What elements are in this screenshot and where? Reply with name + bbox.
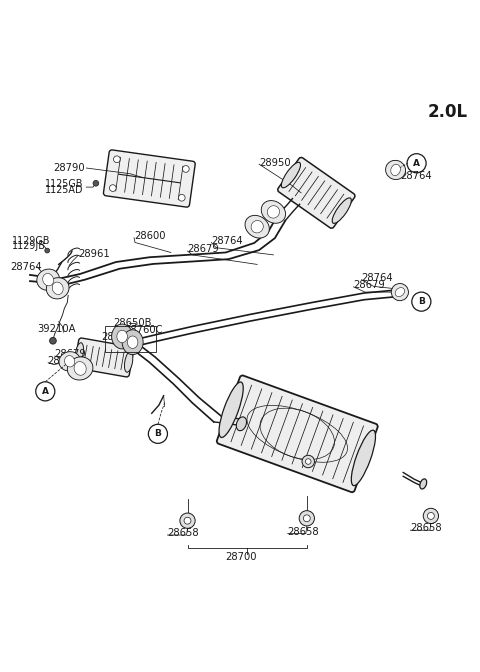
Ellipse shape: [236, 417, 247, 431]
Circle shape: [93, 180, 99, 186]
Text: 28760C: 28760C: [124, 325, 163, 335]
Ellipse shape: [267, 206, 279, 218]
Ellipse shape: [127, 336, 138, 348]
FancyBboxPatch shape: [104, 150, 195, 207]
Text: 1129JB: 1129JB: [12, 241, 46, 251]
Circle shape: [428, 513, 434, 519]
Ellipse shape: [37, 269, 60, 290]
Ellipse shape: [281, 162, 300, 187]
Text: 28700: 28700: [226, 552, 257, 562]
Text: 28961: 28961: [79, 249, 110, 259]
Ellipse shape: [74, 362, 86, 375]
Text: 1125AD: 1125AD: [45, 185, 84, 195]
Circle shape: [109, 185, 116, 192]
Ellipse shape: [59, 351, 80, 371]
Text: 28764: 28764: [211, 236, 243, 245]
FancyBboxPatch shape: [217, 376, 378, 493]
Text: 1125GB: 1125GB: [45, 179, 84, 190]
Ellipse shape: [395, 288, 405, 296]
Ellipse shape: [75, 343, 84, 364]
Text: 28658: 28658: [410, 523, 442, 533]
Circle shape: [45, 248, 49, 253]
Text: B: B: [155, 429, 161, 438]
Ellipse shape: [261, 200, 286, 223]
Circle shape: [180, 513, 195, 528]
Ellipse shape: [332, 198, 351, 223]
Text: 28764: 28764: [47, 355, 79, 366]
Text: 28764: 28764: [10, 262, 42, 271]
Ellipse shape: [112, 324, 132, 349]
Text: 1129GB: 1129GB: [12, 236, 50, 245]
Text: A: A: [42, 387, 49, 396]
Circle shape: [179, 194, 185, 201]
Circle shape: [423, 508, 439, 523]
FancyBboxPatch shape: [277, 157, 355, 228]
Ellipse shape: [43, 274, 54, 286]
Circle shape: [113, 156, 120, 163]
Ellipse shape: [117, 330, 127, 343]
Ellipse shape: [385, 161, 406, 179]
Circle shape: [184, 517, 191, 524]
Ellipse shape: [391, 284, 408, 300]
Ellipse shape: [245, 216, 269, 238]
Text: B: B: [418, 297, 425, 306]
Circle shape: [303, 515, 310, 521]
Circle shape: [305, 459, 311, 464]
Ellipse shape: [47, 278, 69, 299]
Text: 28764: 28764: [400, 171, 432, 181]
Text: 28600: 28600: [134, 230, 166, 241]
Text: 28760C: 28760C: [102, 332, 140, 342]
Text: 28950: 28950: [259, 158, 291, 168]
Ellipse shape: [52, 282, 63, 294]
Ellipse shape: [67, 357, 93, 380]
FancyBboxPatch shape: [74, 338, 134, 377]
Text: 28679: 28679: [54, 349, 85, 359]
Ellipse shape: [251, 220, 264, 233]
Ellipse shape: [391, 165, 400, 175]
Text: A: A: [413, 159, 420, 168]
Circle shape: [299, 511, 314, 526]
Ellipse shape: [219, 382, 243, 437]
Circle shape: [302, 456, 314, 468]
Text: 28650B: 28650B: [114, 318, 152, 328]
Text: 28658: 28658: [168, 528, 199, 538]
Bar: [106, 325, 156, 351]
Ellipse shape: [122, 330, 143, 355]
Circle shape: [182, 165, 189, 172]
Text: 2.0L: 2.0L: [428, 103, 468, 121]
Ellipse shape: [65, 355, 75, 367]
Ellipse shape: [420, 479, 427, 489]
Text: 28658: 28658: [288, 527, 319, 537]
Text: 28679: 28679: [354, 280, 385, 290]
Ellipse shape: [351, 430, 375, 486]
Text: 28679: 28679: [188, 244, 219, 254]
Circle shape: [49, 337, 56, 344]
Text: 28790: 28790: [53, 163, 85, 173]
Text: 39210A: 39210A: [37, 324, 76, 334]
Text: 28764: 28764: [362, 273, 393, 283]
Ellipse shape: [124, 351, 133, 372]
